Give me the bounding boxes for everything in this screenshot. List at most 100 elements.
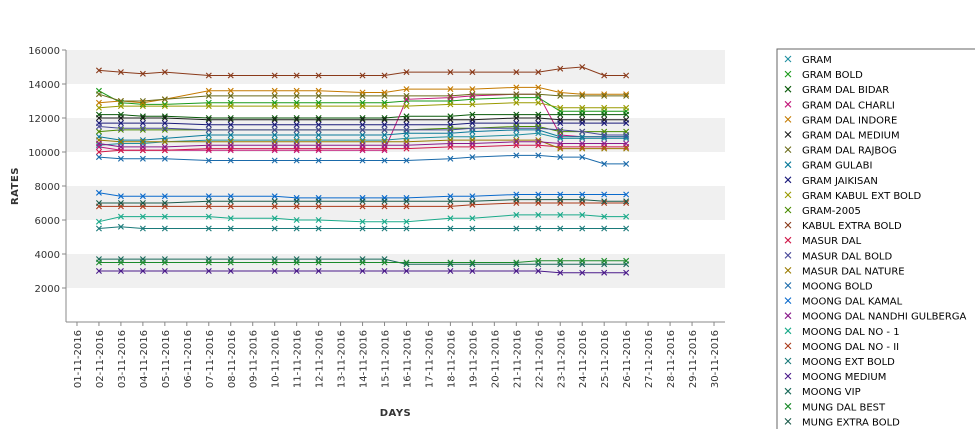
legend: GRAM GRAM BOLD GRAM DAL BIDAR GRAM DAL CHAR… [776,48,975,433]
data-point-gram-kabul-ext-bold [139,103,146,110]
data-point-gram-kabul-ext-bold [205,103,212,110]
data-point-moong-dal-no-ii [315,203,322,210]
data-point-gram-dal-medium [117,115,124,121]
x-tick-label: 26-11-2016 [622,330,633,388]
legend-item-moong-bold: MOONG BOLD [784,282,873,293]
legend-label: GRAM GULABI [802,161,872,172]
series-line-gram-jaikisan [98,122,627,126]
data-point-moong-medium [359,268,366,274]
data-point-moong-dal-kamal [601,191,608,198]
data-point-moong-dal-no-1 [227,215,234,222]
data-point-kabul-extra-bold [293,72,300,79]
x-axis-ticks: 01-11-2016 02-11-2016 03-11-2016 04-11-2016… [73,322,721,388]
x-tick-label: 16-11-2016 [402,330,413,388]
data-point-gram-dal-charli [469,92,476,99]
data-point-moong-dal-no-ii [403,203,410,210]
data-point-gram-dal-charli [447,94,454,101]
legend-label: MASUR DAL NATURE [802,266,905,277]
data-point-mung-dal-best [601,257,608,264]
data-point-gram [381,137,388,144]
data-point-masur-dal-bold [557,126,564,133]
legend-item-moong-dal-kamal: MOONG DAL KAMAL [784,297,903,308]
data-point-gram-dal-bidar [315,115,322,121]
legend-label: GRAM DAL MEDIUM [802,131,900,142]
data-point-gram-dal-rajbog [623,92,630,99]
data-point-moong-dal-nandhi-gulberga [535,138,542,145]
data-point-moong-medium [315,268,322,274]
data-point-gram-dal-indore [403,86,410,93]
data-point-moong-dal-nandhi-gulberga [513,138,520,145]
x-tick-label: 11-11-2016 [293,330,304,388]
data-point-gram-dal-medium [271,116,278,123]
legend-label: MOONG DAL NO - 1 [802,327,900,338]
data-point-gram-dal-rajbog [381,92,388,99]
legend-label: GRAM DAL CHARLI [802,100,895,111]
data-point-gram [227,137,234,144]
series-line-gram-dal-medium [98,117,627,121]
data-point-mung-dal-best [403,259,410,266]
data-point-gram-dal-indore [601,91,608,98]
data-point-gram-dal-rajbog [403,92,410,99]
data-point-moong-vip [513,261,520,268]
data-point-mung-dal-best [447,259,454,266]
data-point-moong-dal-no-ii [381,203,388,210]
legend-marker-icon [784,131,792,138]
data-point-kabul-extra-bold [447,69,454,76]
data-point-mung-dal-best [381,259,388,266]
data-point-gram-dal-rajbog [579,92,586,99]
data-point-moong-ext-bold [513,225,520,232]
data-point-mung-extra-bold [139,200,146,206]
legend-item-masur-dal-bold: MASUR DAL BOLD [784,251,893,262]
data-point-gram-dal-rajbog [601,92,608,99]
data-point-gram [513,132,520,138]
data-point-gram [95,142,102,149]
data-point-moong-dal-kamal [227,193,234,200]
legend-item-gram-gulabi: GRAM GULABI [784,161,872,172]
data-point-gram [293,137,300,144]
data-point-mung-extra-bold [535,196,542,203]
data-point-mung-dal-best [469,259,476,266]
legend-label: GRAM DAL BIDAR [802,85,889,96]
data-point-mung-dal-best [579,257,586,264]
data-point-moong-medium [381,268,388,274]
data-point-gram-gulabi [227,132,234,138]
data-point-mung-dal-best [117,259,124,266]
data-point-gram-dal-rajbog [139,98,146,104]
grid-band [66,50,725,84]
legend-item-gram-jaikisan: GRAM JAIKISAN [784,176,878,187]
data-point-gram-dal-medium [139,115,146,121]
x-tick-label: 06-11-2016 [183,330,194,388]
data-point-gram-jaikisan [623,120,630,127]
data-point-gram-jaikisan [117,120,124,127]
legend-item-gram-dal-charli: GRAM DAL CHARLI [784,100,895,111]
y-tick-label: 2000 [35,284,60,295]
legend-marker-icon [784,418,792,425]
data-point-gram-dal-rajbog [535,91,542,98]
data-point-moong-ext-bold [95,225,102,232]
data-point-gram-kabul-ext-bold [535,99,542,106]
legend-marker-icon [784,70,792,78]
data-point-moong-dal-no-1 [271,215,278,222]
legend-item-gram-dal-indore: GRAM DAL INDORE [784,115,897,126]
data-point-moong-dal-no-1 [139,213,146,220]
data-point-gram-dal-bidar [293,115,300,121]
data-point-gram [579,135,586,142]
data-point-moong-dal-no-1 [601,213,608,220]
data-point-gram [205,137,212,144]
data-point-masur-dal-bold [315,126,322,133]
legend-marker-icon [784,267,792,274]
data-point-gram-kabul-ext-bold [161,103,168,110]
data-point-moong-dal-no-ii [623,200,630,206]
data-point-moong-medium [117,268,124,274]
data-point-gram-jaikisan [557,120,564,127]
data-point-masur-dal-bold [227,126,234,133]
data-point-moong-bold [623,160,630,167]
legend-item-mung-dal-best: MUNG DAL BEST [784,402,886,413]
data-point-kabul-extra-bold [161,69,168,76]
series-line-gram-kabul-ext-bold [98,102,627,109]
legend-item-gram: GRAM [784,55,832,66]
legend-item-moong-dal-no-1: MOONG DAL NO - 1 [784,327,900,338]
data-point-gram-gulabi [205,132,212,138]
data-point-gram-dal-bidar [381,115,388,121]
